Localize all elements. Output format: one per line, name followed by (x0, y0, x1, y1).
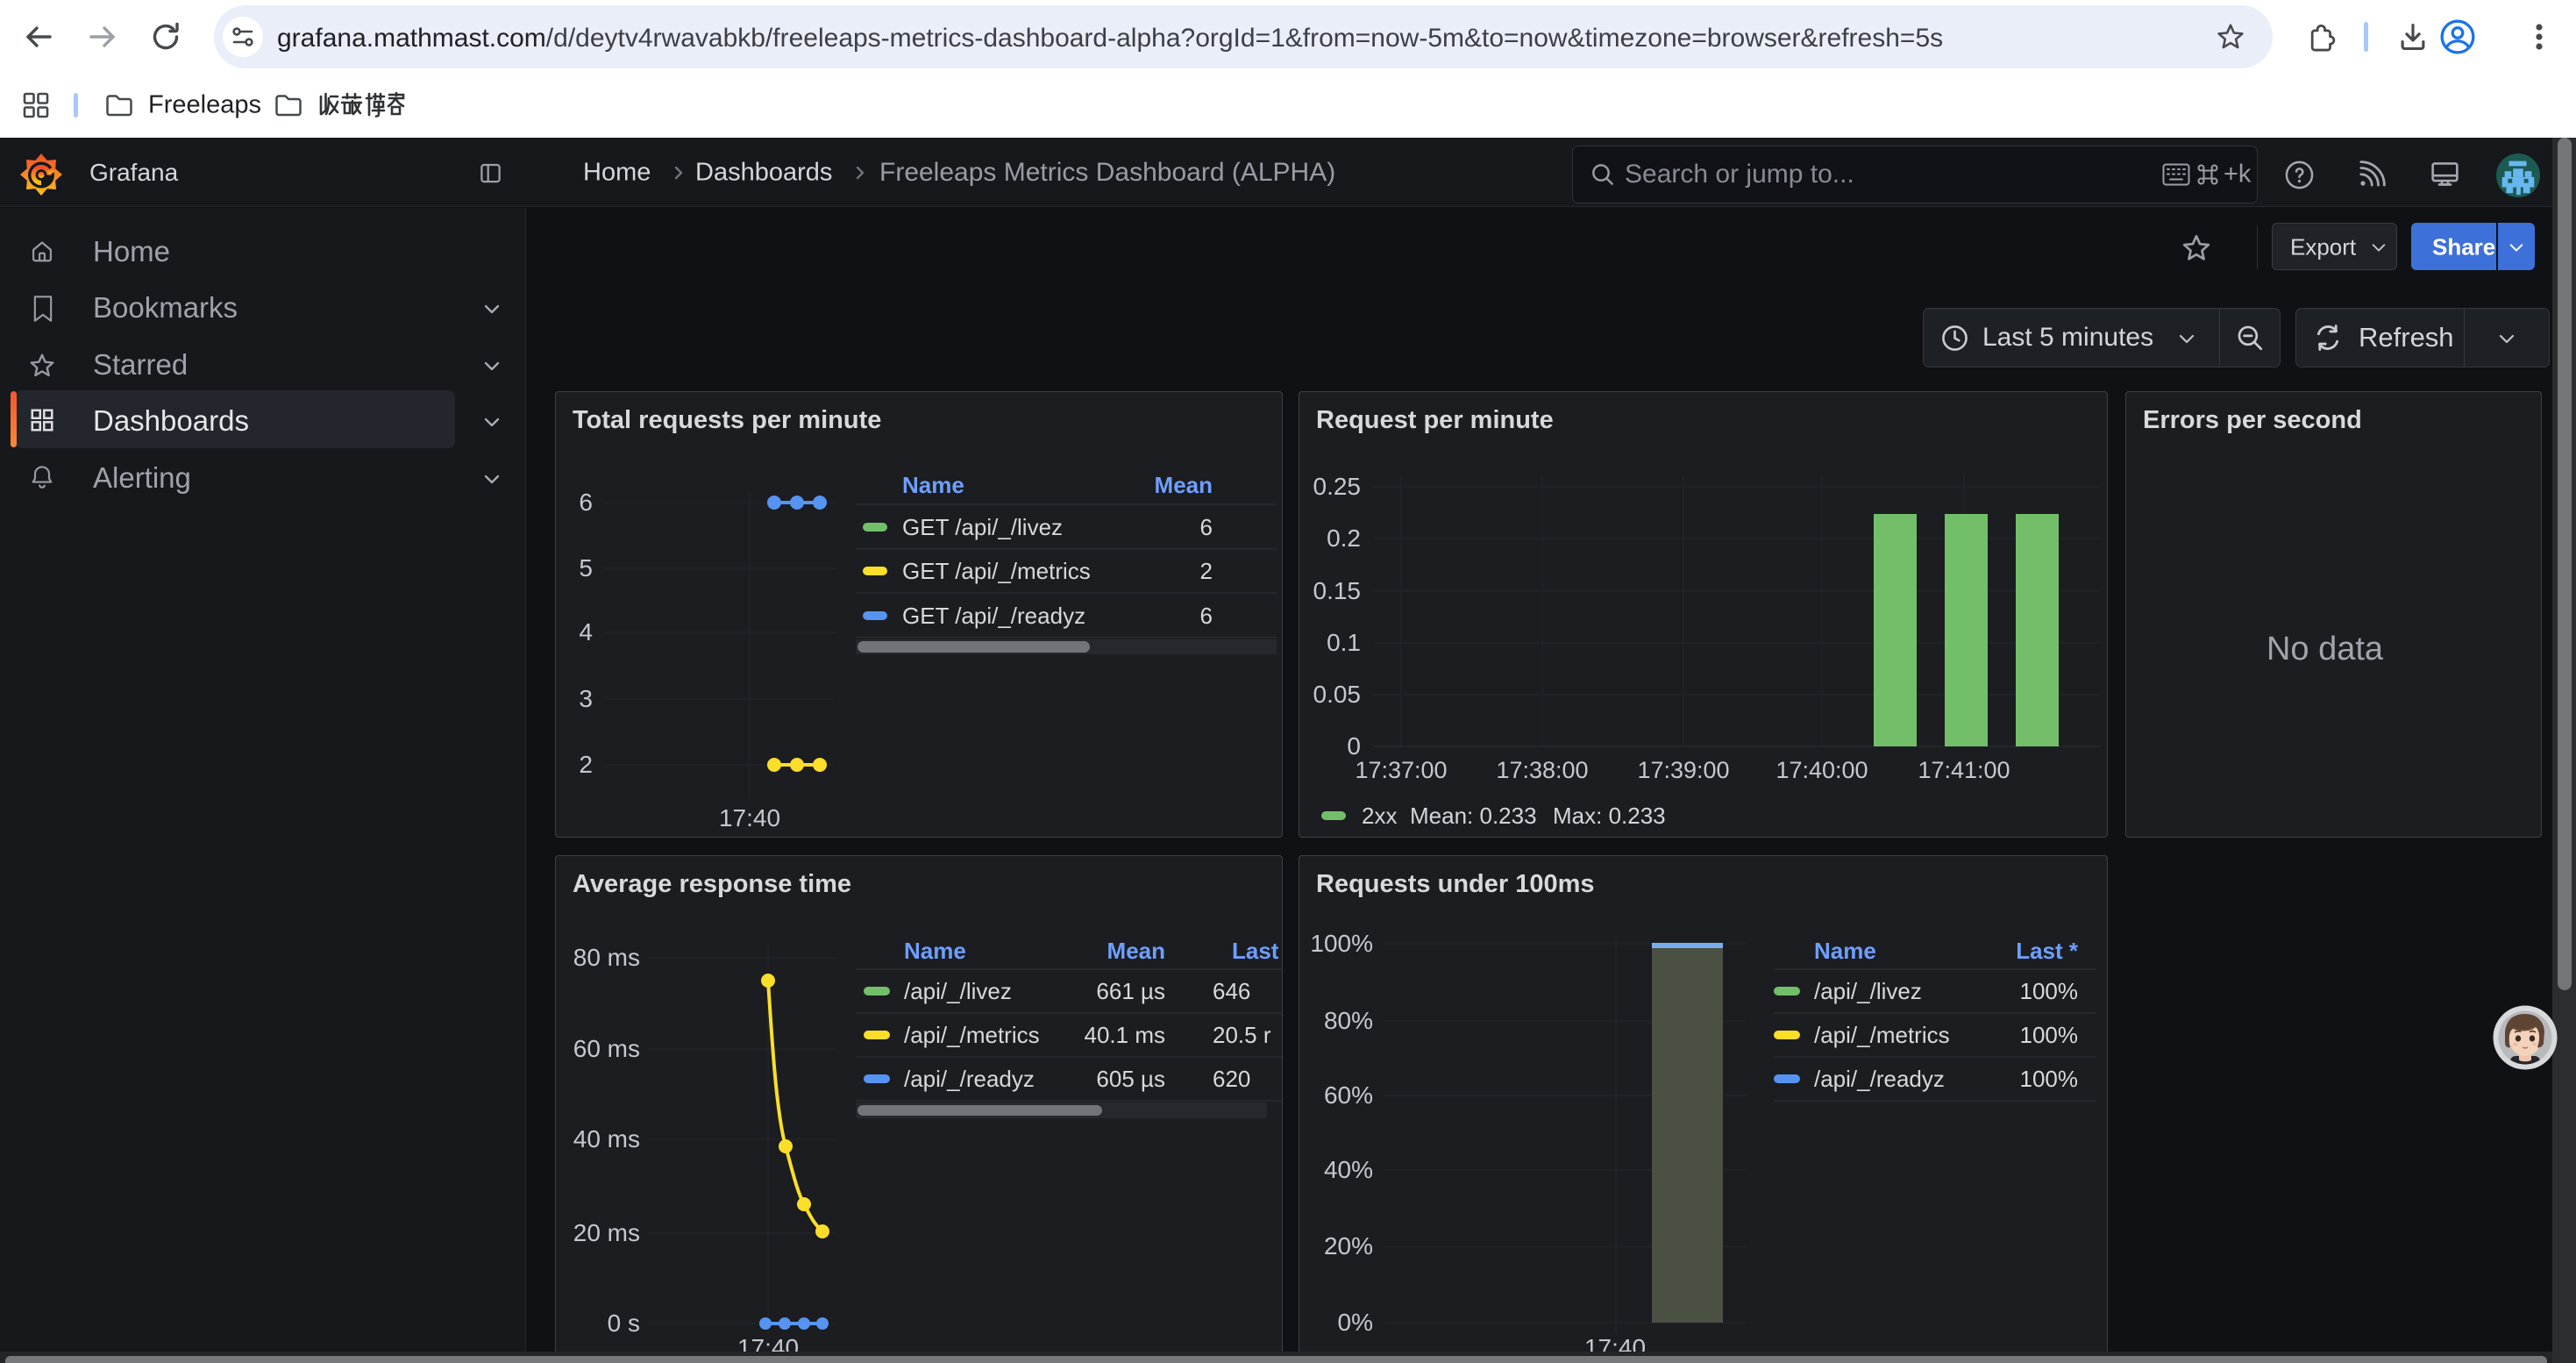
svg-text:Mean: 0.233: Mean: 0.233 (1410, 803, 1537, 829)
svg-text:Max: 0.233: Max: 0.233 (1553, 803, 1666, 829)
svg-text:17:38:00: 17:38:00 (1496, 757, 1588, 783)
svg-text:GET /api/_/livez: GET /api/_/livez (902, 514, 1063, 540)
svg-text:20 ms: 20 ms (573, 1219, 640, 1246)
svg-text:6: 6 (579, 489, 593, 516)
svg-text:/api/_/livez: /api/_/livez (1814, 978, 1922, 1004)
svg-text:646: 646 (1213, 978, 1250, 1004)
svg-text:17:37:00: 17:37:00 (1355, 757, 1447, 783)
svg-text:6: 6 (1200, 603, 1213, 629)
svg-text:40.1 ms: 40.1 ms (1085, 1022, 1166, 1048)
svg-text:100%: 100% (2020, 978, 2079, 1004)
svg-text:80%: 80% (1324, 1007, 1373, 1034)
svg-text:Name: Name (904, 938, 966, 964)
svg-text:2xx: 2xx (1362, 803, 1397, 829)
svg-text:6: 6 (1200, 514, 1213, 540)
svg-text:100%: 100% (2020, 1022, 2079, 1048)
svg-text:/api/_/readyz: /api/_/readyz (904, 1066, 1035, 1092)
svg-text:100%: 100% (2020, 1066, 2079, 1092)
svg-text:0 s: 0 s (608, 1309, 640, 1337)
svg-text:5: 5 (579, 554, 593, 582)
svg-text:620: 620 (1213, 1066, 1250, 1092)
svg-text:Name: Name (902, 472, 964, 498)
svg-text:17:40: 17:40 (719, 804, 780, 831)
svg-text:60%: 60% (1324, 1081, 1373, 1109)
svg-text:0: 0 (1347, 732, 1361, 760)
svg-text:/api/_/livez: /api/_/livez (904, 978, 1012, 1004)
svg-text:2: 2 (579, 751, 593, 778)
svg-text:0%: 0% (1338, 1309, 1373, 1336)
svg-text:Mean: Mean (1155, 472, 1213, 498)
svg-text:40%: 40% (1324, 1156, 1373, 1183)
svg-text:17:40:00: 17:40:00 (1775, 757, 1868, 783)
svg-text:0.1: 0.1 (1327, 629, 1361, 656)
svg-text:Last *: Last * (2016, 938, 2079, 964)
svg-text:/api/_/readyz: /api/_/readyz (1814, 1066, 1945, 1092)
svg-text:80 ms: 80 ms (573, 944, 640, 971)
svg-text:0.15: 0.15 (1313, 577, 1362, 604)
svg-text:661 µs: 661 µs (1096, 978, 1165, 1004)
svg-text:605 µs: 605 µs (1096, 1066, 1165, 1092)
svg-text:0.05: 0.05 (1313, 681, 1362, 708)
svg-text:GET /api/_/metrics: GET /api/_/metrics (902, 558, 1091, 584)
svg-text:20.5 r: 20.5 r (1213, 1022, 1271, 1048)
svg-text:0.2: 0.2 (1327, 525, 1361, 552)
svg-text:17:39:00: 17:39:00 (1637, 757, 1729, 783)
svg-text:0.25: 0.25 (1313, 473, 1362, 500)
svg-text:17:41:00: 17:41:00 (1918, 757, 2010, 783)
svg-text:40 ms: 40 ms (573, 1125, 640, 1152)
svg-text:4: 4 (579, 618, 593, 646)
svg-text:GET /api/_/readyz: GET /api/_/readyz (902, 603, 1085, 629)
svg-text:3: 3 (579, 685, 593, 712)
svg-text:/api/_/metrics: /api/_/metrics (904, 1022, 1040, 1048)
svg-text:100%: 100% (1310, 930, 1373, 957)
svg-text:60 ms: 60 ms (573, 1035, 640, 1062)
svg-text:20%: 20% (1324, 1232, 1373, 1260)
svg-text:Last *: Last * (1232, 938, 1282, 964)
svg-text:Name: Name (1814, 938, 1876, 964)
svg-text:2: 2 (1200, 558, 1213, 584)
svg-text:Mean: Mean (1107, 938, 1165, 964)
svg-text:/api/_/metrics: /api/_/metrics (1814, 1022, 1950, 1048)
